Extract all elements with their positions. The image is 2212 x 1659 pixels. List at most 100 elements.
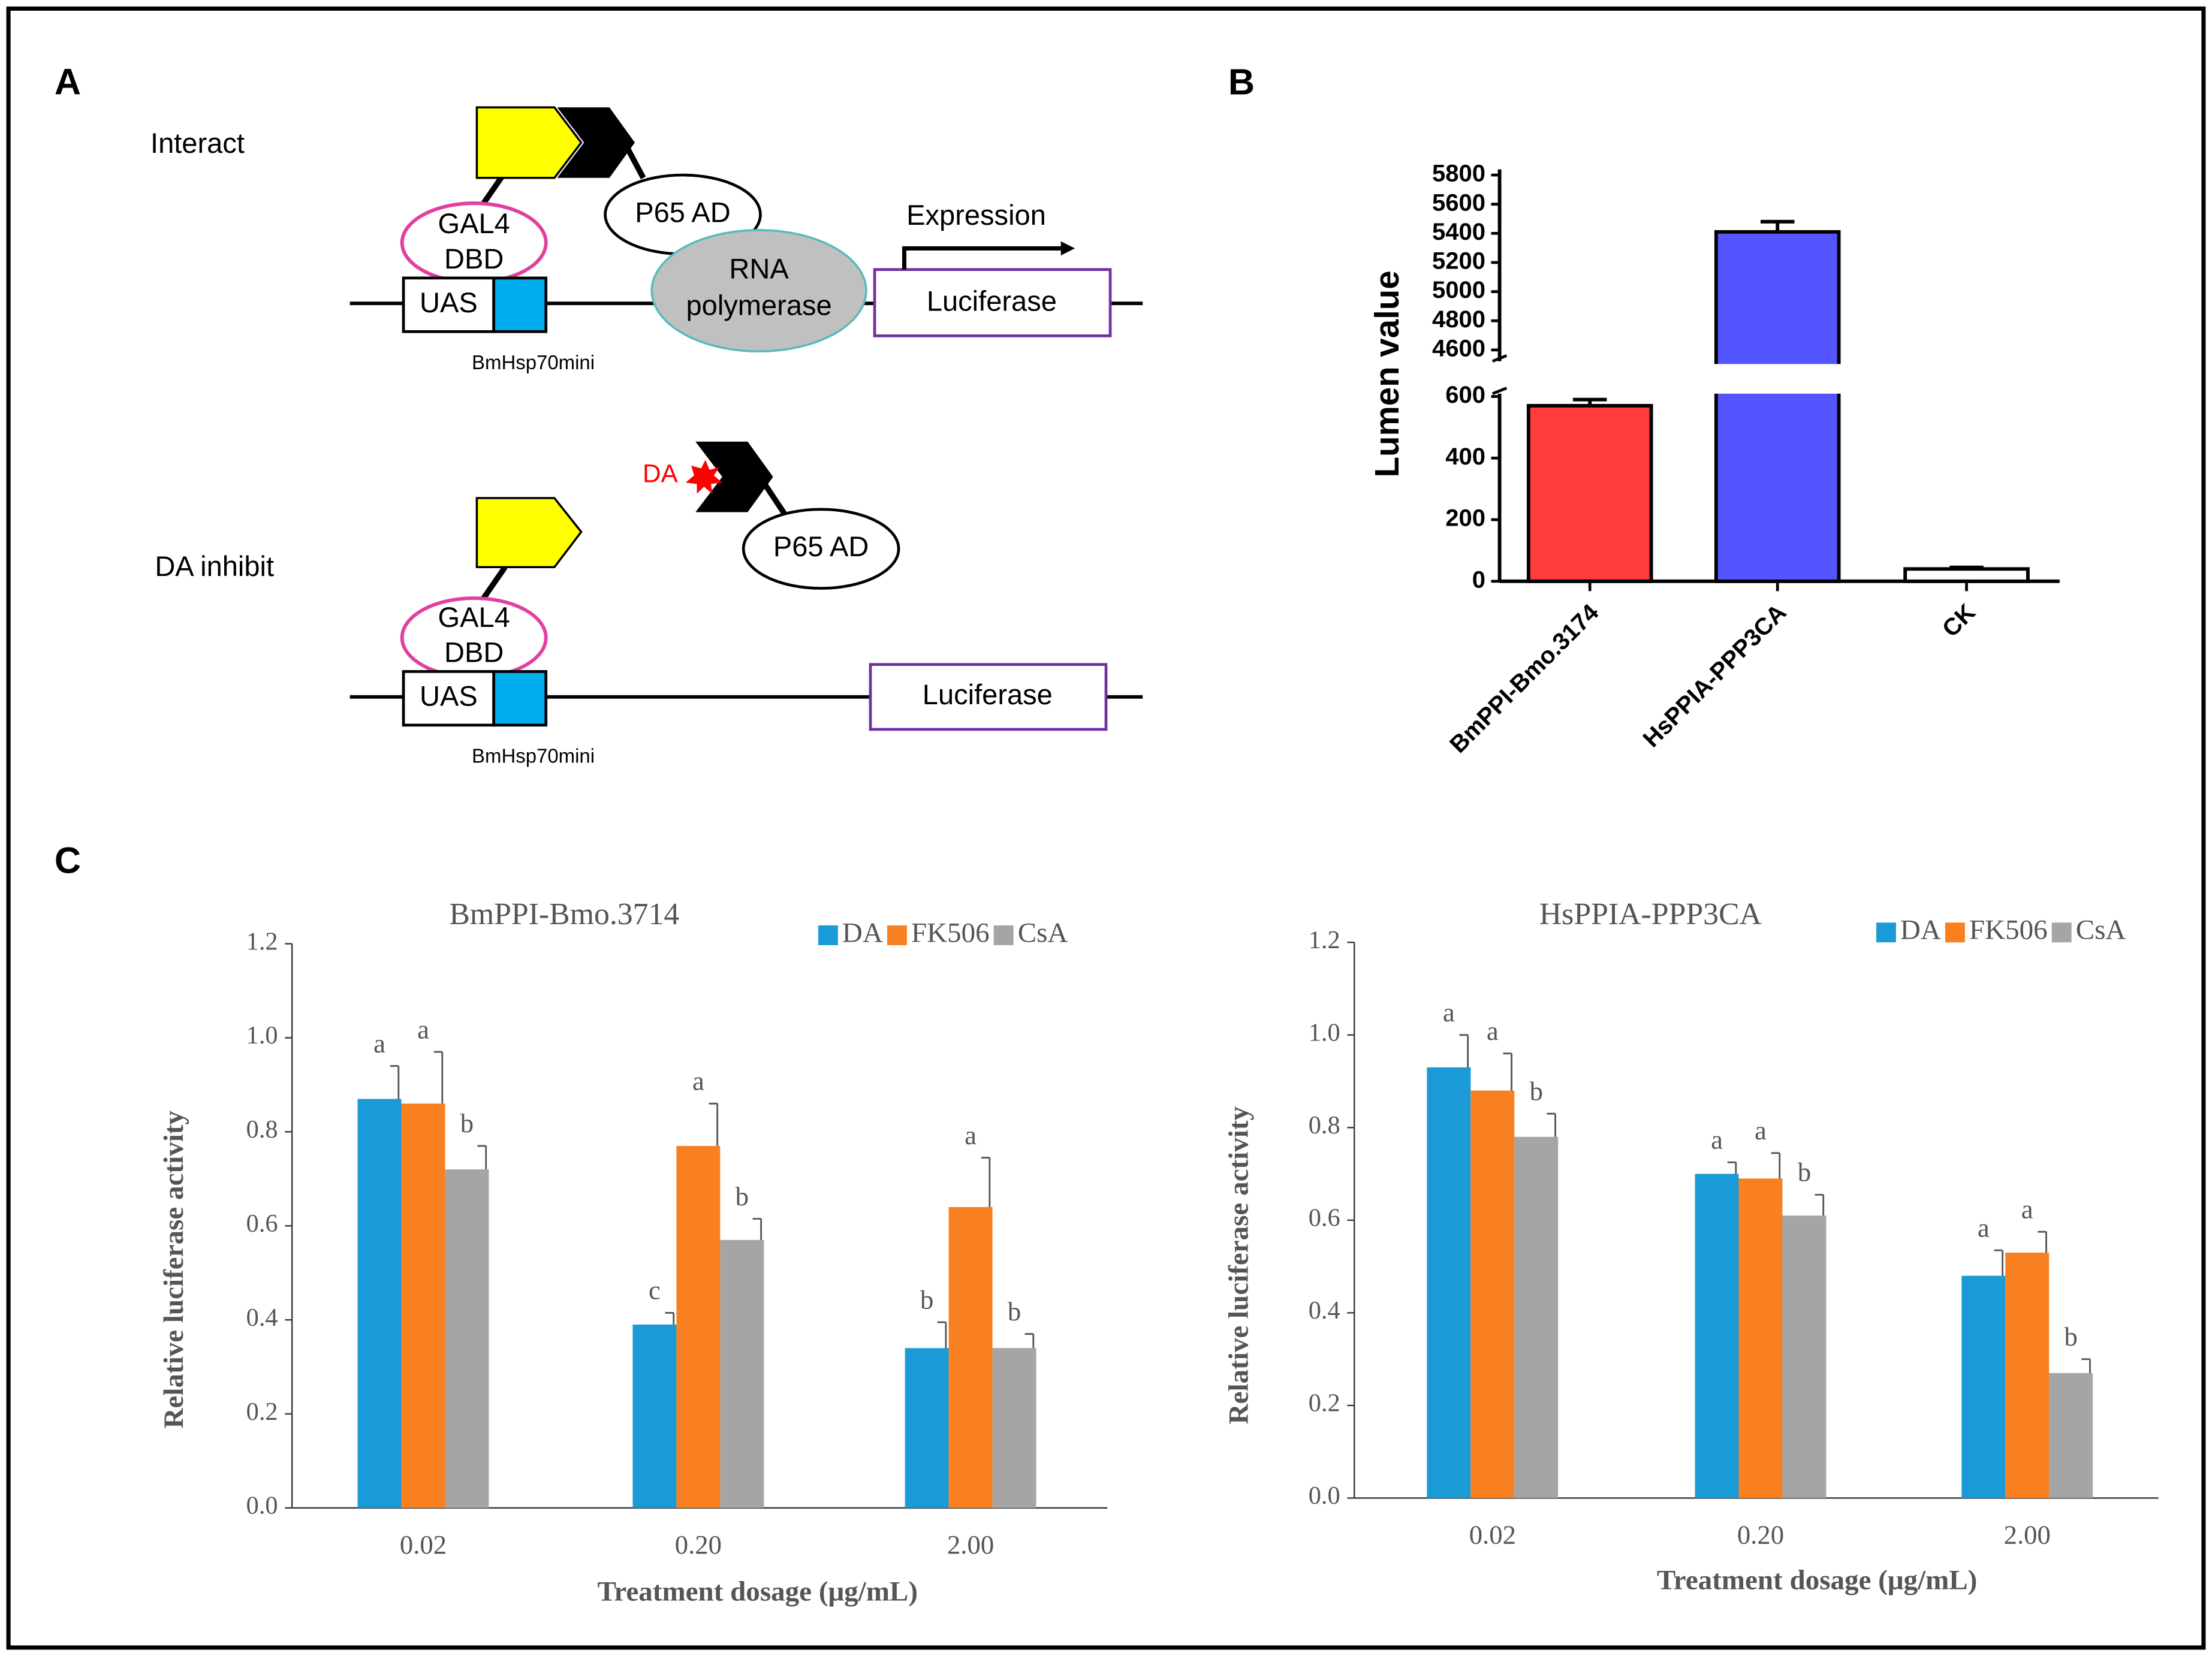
luciferase-text: Luciferase [927,285,1057,317]
legend-label: CsA [2076,915,2126,946]
bar [905,1348,949,1508]
bar [2005,1252,2050,1498]
error-bar [2081,1358,2091,1373]
x-tick-label: 0.02 [1469,1520,1516,1550]
y-tick-label: 5200 [1432,248,1485,275]
error-bar [2038,1230,2047,1253]
significance-letter: b [736,1181,749,1211]
x-axis-label: Treatment dosage (μg/mL) [1657,1564,1978,1595]
inhibitor-text: DA [643,460,679,488]
y-tick-label: 1.0 [246,1021,278,1049]
gal4-text: DBD [444,243,504,275]
promoter-text: BmHsp70mini [472,351,595,373]
error-bar [1994,1249,2003,1276]
bar [401,1103,445,1508]
arrow [902,246,1061,270]
bar [445,1169,489,1508]
error-bar [937,1321,947,1349]
legend-label: DA [1900,915,1941,946]
gal4-text: GAL4 [438,601,510,633]
significance-letter: b [1798,1157,1811,1187]
prey [557,107,635,178]
bar [720,1239,764,1508]
significance-letter: a [1711,1125,1723,1155]
y-tick-label: 0.2 [1309,1389,1340,1417]
frame [6,6,2206,1650]
significance-letter: b [920,1284,933,1314]
promoter-box [492,276,548,333]
chart-title: BmPPI-Bmo.3714 [449,897,679,931]
error-bar [752,1218,763,1240]
y-tick-label: 0.2 [246,1398,278,1426]
state-label: DA inhibit [155,550,274,582]
uas-text: UAS [420,286,478,318]
significance-letter: a [1755,1115,1767,1145]
legend-swatch [818,925,838,945]
bar [1514,1136,1559,1498]
expression-text: Expression [906,199,1046,231]
panel-label: C [55,840,81,881]
bar [1738,1178,1783,1498]
bar [1903,567,2030,583]
error-bar [665,1311,675,1325]
arrow-head [1060,241,1075,256]
bar [2049,1373,2093,1498]
y-axis-label: Lumen value [1368,270,1406,477]
y-tick-label: 400 [1445,444,1485,470]
luciferase-text: Luciferase [923,678,1053,710]
y-tick-label: 0.6 [246,1209,278,1238]
error-bar [1547,1112,1556,1137]
p65-text: P65 AD [773,530,869,562]
diagram-top: Interact GAL4 DBD P65 AD RNA polymerase … [150,106,1143,373]
error-bar [1771,1152,1781,1179]
y-tick-label: 1.2 [1309,926,1340,954]
error-bar [1503,1052,1512,1091]
y-tick-label: 4800 [1432,306,1485,333]
significance-letter: c [649,1275,661,1305]
error-bar [390,1065,400,1099]
y-tick-label: 5400 [1432,219,1485,245]
error-bar [1727,1161,1737,1174]
promoter-box [492,670,548,727]
significance-letter: b [460,1108,474,1138]
error-bar [981,1157,991,1207]
diagram-bottom: DA inhibit DA GAL4 DBD P65 AD UAS BmHsp7… [155,441,1143,767]
y-tick-label: 0.0 [1309,1482,1340,1510]
bar [1782,1215,1827,1498]
prey [695,441,773,512]
significance-letter: a [2021,1195,2033,1224]
bait [475,497,583,569]
y-tick-label: 0.6 [1309,1204,1340,1232]
bar [992,1348,1036,1508]
uas-text: UAS [420,680,478,712]
x-axis-label: Treatment dosage (μg/mL) [597,1576,918,1607]
legend-label: CsA [1018,917,1068,948]
significance-letter: a [1443,997,1455,1027]
x-tick-label: 0.20 [675,1530,722,1560]
y-tick-label: 0.0 [246,1492,278,1520]
y-tick-label: 600 [1445,382,1485,408]
bar [357,1099,402,1508]
significance-letter: a [692,1066,704,1096]
rnap-text: polymerase [686,289,831,321]
panel-label: A [55,62,81,102]
error-bar [477,1145,487,1170]
x-tick-label: 0.20 [1737,1520,1784,1550]
error-bar [1815,1193,1825,1216]
da-burst [685,460,722,494]
bar [948,1206,993,1508]
rna-polymerase [650,229,867,352]
legend-label: FK506 [911,917,990,948]
significance-letter: b [1530,1076,1543,1106]
y-tick-label: 0.4 [1309,1296,1340,1325]
axis-break [1491,387,1508,396]
gal4-text: GAL4 [438,207,510,239]
error-bar [1572,397,1607,406]
legend-swatch [887,925,907,945]
y-tick-label: 0.8 [246,1115,278,1144]
error-bar [1024,1333,1035,1349]
p65-text: P65 AD [635,196,731,228]
error-bar [1459,1034,1469,1067]
significance-letter: a [1978,1212,1990,1242]
